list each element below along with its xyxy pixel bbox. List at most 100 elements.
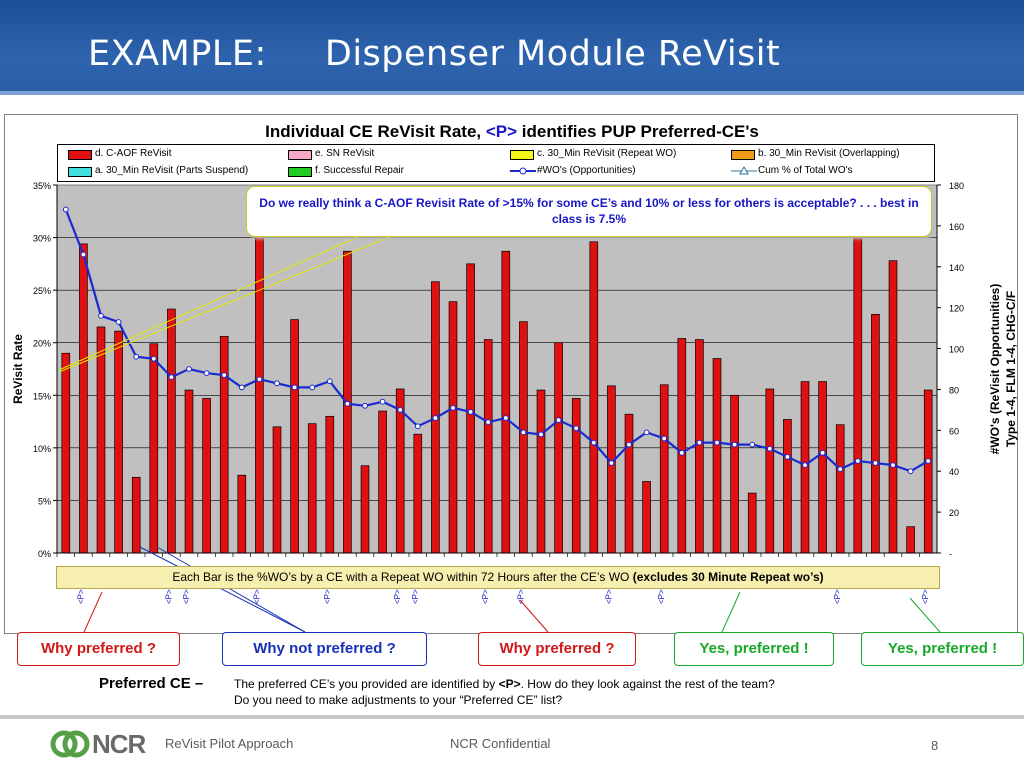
y-tick-label: 0% — [38, 549, 51, 559]
y2-tick-label: 100 — [949, 345, 964, 355]
footer-center: NCR Confidential — [450, 736, 551, 751]
line-point — [397, 406, 404, 413]
chart-legend: d. C-AOF ReVisit e. SN ReVisit c. 30_Min… — [57, 144, 935, 182]
bar — [325, 415, 335, 554]
legend-label-success: f. Successful Repair — [315, 165, 404, 176]
legend-label-cao: d. C-AOF ReVisit — [95, 148, 172, 159]
footer-divider — [0, 715, 1024, 719]
callout-pointer — [519, 599, 549, 633]
callout-why-preferred-1: Why preferred ? — [17, 632, 180, 666]
header-stripe — [0, 91, 1024, 95]
bar — [835, 424, 845, 554]
legend-label-cum: Cum % of Total WO's — [758, 165, 853, 176]
preferred-marker-label: <P> — [657, 589, 666, 604]
line-point — [344, 400, 351, 407]
line-point — [379, 398, 386, 405]
legend-swatch-success — [288, 167, 312, 177]
preferred-marker-label: <P> — [252, 589, 261, 604]
line-point — [766, 445, 773, 452]
series-line-wos — [64, 209, 929, 473]
line-point — [291, 384, 298, 391]
line-point — [467, 409, 474, 415]
bar — [589, 241, 599, 554]
y-tick-label: 5% — [38, 496, 51, 506]
bar — [677, 338, 687, 554]
y2-tick-label: 40 — [949, 467, 959, 477]
callout-yes-preferred-1: Yes, preferred ! — [674, 632, 834, 666]
y2-tick-label: 160 — [949, 222, 964, 232]
bar — [466, 263, 475, 554]
bar — [96, 326, 106, 554]
line-point — [837, 466, 844, 473]
line-point — [784, 454, 791, 460]
preferred-ce-line2: Do you need to make adjustments to your … — [234, 693, 563, 707]
line-point — [414, 423, 421, 430]
legend-label-wos: #WO's (Opportunities) — [537, 165, 636, 176]
preferred-marker: <P> — [498, 677, 521, 691]
bar — [536, 389, 546, 554]
bar — [783, 419, 792, 554]
bar — [290, 319, 299, 554]
line-point — [238, 384, 245, 391]
legend-label-suspend: a. 30_Min ReVisit (Parts Suspend) — [95, 165, 249, 176]
line-point — [643, 429, 650, 436]
line-point — [80, 251, 87, 258]
bar — [659, 384, 669, 554]
callout-pointer — [83, 591, 103, 633]
bar — [219, 336, 229, 554]
preferred-marker-label: <P> — [604, 589, 613, 604]
preferred-marker-label: <P> — [164, 589, 173, 604]
line-point — [890, 462, 896, 468]
preferred-marker-label: <P> — [833, 589, 842, 604]
callout-pointer — [909, 597, 941, 633]
callout-pointer — [721, 591, 741, 633]
line-point — [661, 435, 668, 442]
slide-title: EXAMPLE: Dispenser Module ReVisit — [88, 34, 781, 74]
preferred-marker-label: <P> — [393, 589, 402, 604]
callout-pointer — [156, 546, 306, 633]
legend-swatch-sn — [288, 150, 312, 160]
bar — [747, 492, 757, 554]
legend-swatch-suspend — [68, 167, 92, 177]
line-point — [256, 376, 263, 383]
annotation-pointer — [58, 235, 361, 371]
bar — [607, 385, 616, 554]
line-point — [274, 380, 280, 387]
bar — [712, 358, 722, 554]
line-point — [221, 372, 228, 379]
bar — [272, 426, 282, 554]
bar — [114, 330, 123, 554]
bar — [448, 301, 458, 554]
line-point — [450, 404, 456, 411]
legend-swatch-repeat — [510, 150, 534, 160]
y2-tick-label: 20 — [949, 508, 959, 518]
bar — [483, 339, 493, 554]
line-point — [714, 439, 720, 446]
callout-pointer — [139, 546, 306, 633]
line-point — [626, 441, 632, 448]
bar — [360, 465, 370, 554]
line-point — [731, 441, 738, 448]
line-point — [115, 319, 122, 325]
line-point — [749, 441, 756, 448]
y-tick-label: 30% — [33, 234, 51, 244]
y-tick-label: 20% — [33, 339, 51, 349]
annotation-bubble: Do we really think a C-AOF Revisit Rate … — [246, 186, 932, 237]
preferred-ce-text: The preferred CE’s you provided are iden… — [234, 676, 775, 708]
line-point — [819, 449, 826, 456]
bar — [888, 260, 898, 554]
line-point — [326, 378, 333, 385]
bar — [871, 313, 880, 554]
bar — [765, 388, 775, 554]
line-point — [150, 355, 157, 362]
y2-tick-label: - — [949, 549, 952, 559]
chart-note-bold: (excludes 30 Minute Repeat wo’s) — [632, 570, 824, 584]
bar — [818, 381, 827, 554]
bar — [378, 410, 387, 554]
preferred-ce-line1: The preferred CE’s you provided are iden… — [234, 676, 775, 692]
bar — [554, 342, 563, 554]
bar — [202, 398, 211, 554]
preferred-text-after: . How do they look against the rest of t… — [520, 677, 775, 691]
line-point — [608, 460, 615, 466]
